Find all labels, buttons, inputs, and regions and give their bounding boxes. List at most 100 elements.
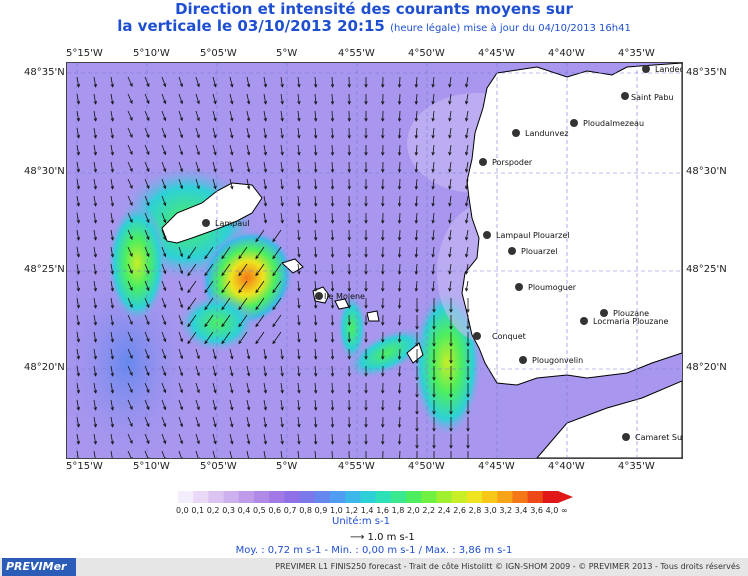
current-arrow-head xyxy=(297,151,301,156)
place-marker[interactable] xyxy=(473,332,481,340)
current-arrow xyxy=(110,144,114,155)
colorbar-label: 1,8 xyxy=(391,506,405,515)
current-arrow-head xyxy=(230,355,234,360)
current-arrow-head xyxy=(297,287,301,292)
current-arrow xyxy=(178,399,183,410)
current-arrow-head xyxy=(204,306,208,311)
current-arrow-head xyxy=(163,219,167,224)
current-arrow-head xyxy=(330,441,335,445)
current-arrow xyxy=(178,433,183,444)
colorbar-label: 0,7 xyxy=(283,506,297,515)
place-marker[interactable] xyxy=(622,433,630,441)
current-arrow-head xyxy=(129,287,133,291)
place-marker[interactable] xyxy=(570,119,578,127)
current-arrow xyxy=(449,161,452,172)
current-arrow-head xyxy=(381,186,385,190)
colorbar-swatch xyxy=(390,491,407,503)
current-arrow-head xyxy=(246,355,251,360)
current-arrow xyxy=(272,280,282,293)
current-arrow xyxy=(263,450,266,458)
current-arrow xyxy=(204,314,214,327)
current-arrow-head xyxy=(297,253,301,258)
current-arrow-head xyxy=(163,134,167,139)
current-arrow xyxy=(314,246,317,257)
current-arrow xyxy=(144,280,150,291)
current-arrow xyxy=(297,263,300,274)
current-arrow-head xyxy=(381,407,385,411)
current-arrow-head xyxy=(255,306,259,311)
current-arrow xyxy=(144,246,150,257)
place-marker[interactable] xyxy=(512,129,520,137)
place-marker[interactable] xyxy=(600,309,608,317)
current-arrow-head xyxy=(397,186,402,190)
current-arrow-head xyxy=(196,185,200,190)
map-canvas: Landec Saint Pabu Ploudalmezeau Landunve… xyxy=(67,63,682,458)
current-arrow xyxy=(229,144,233,155)
current-arrow xyxy=(110,161,114,172)
current-arrow xyxy=(195,178,200,189)
current-arrow-head xyxy=(110,423,114,428)
place-marker[interactable] xyxy=(580,317,588,325)
place-marker[interactable] xyxy=(515,283,523,291)
current-arrow xyxy=(297,450,300,458)
current-arrow xyxy=(465,93,469,104)
current-arrow xyxy=(297,127,300,138)
current-arrow-head xyxy=(381,254,385,258)
place-marker[interactable] xyxy=(508,247,516,255)
colorbar-swatch xyxy=(208,491,225,503)
current-arrow xyxy=(161,433,166,444)
current-arrow-head xyxy=(263,168,268,173)
current-arrow-head xyxy=(415,377,419,381)
current-arrow-head xyxy=(297,236,301,241)
current-arrow-head xyxy=(179,117,184,122)
footer-credit: PREVIMER L1 FINIS250 forecast - Trait de… xyxy=(275,562,740,571)
current-arrow xyxy=(432,110,435,121)
current-arrow-head xyxy=(381,203,385,207)
current-arrow xyxy=(110,246,114,257)
previmer-logo[interactable]: PREVIMer xyxy=(2,558,76,576)
place-marker[interactable] xyxy=(519,356,527,364)
current-arrow-head xyxy=(414,288,419,292)
current-arrow xyxy=(331,195,334,207)
current-arrow-head xyxy=(397,203,402,207)
current-arrow xyxy=(415,161,418,172)
current-arrow xyxy=(263,144,267,155)
current-arrow-head xyxy=(246,83,251,88)
current-arrow xyxy=(297,416,300,427)
current-arrow xyxy=(280,127,283,138)
current-arrow-head xyxy=(297,389,301,394)
current-arrow xyxy=(331,144,334,156)
current-arrow-head xyxy=(347,424,351,428)
current-arrow xyxy=(110,110,114,121)
current-arrow-head xyxy=(272,323,276,328)
current-arrow-head xyxy=(187,323,191,328)
current-arrow-head xyxy=(179,287,184,292)
current-arrow xyxy=(76,297,80,308)
place-marker[interactable] xyxy=(479,158,487,166)
place-marker[interactable] xyxy=(202,219,210,227)
current-arrow xyxy=(161,212,166,223)
place-marker[interactable] xyxy=(642,65,650,73)
current-arrow xyxy=(195,93,200,104)
current-arrow-head xyxy=(93,338,97,343)
current-arrow xyxy=(399,280,401,292)
current-arrow-head xyxy=(397,169,402,173)
current-arrow xyxy=(212,382,217,393)
current-arrow xyxy=(195,365,200,376)
current-arrow-head xyxy=(397,441,402,445)
current-arrow xyxy=(449,93,452,104)
current-arrow xyxy=(238,297,248,310)
current-arrow-head xyxy=(146,219,150,224)
current-arrow xyxy=(161,246,166,257)
lon-tick: 5°W xyxy=(276,48,298,59)
current-arrow-head xyxy=(93,423,97,428)
current-arrow xyxy=(212,348,217,359)
current-map[interactable]: Landec Saint Pabu Ploudalmezeau Landunve… xyxy=(66,62,683,459)
current-arrow-head xyxy=(297,168,301,173)
place-label: Lampaul xyxy=(215,219,249,228)
place-marker[interactable] xyxy=(483,231,491,239)
current-arrow-head xyxy=(466,411,470,415)
place-marker[interactable] xyxy=(315,292,323,300)
place-marker[interactable] xyxy=(621,92,629,100)
current-arrow xyxy=(212,365,217,376)
